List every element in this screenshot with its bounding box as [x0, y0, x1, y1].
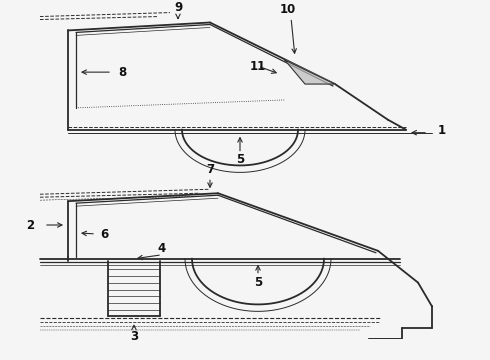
Text: 7: 7 [206, 163, 214, 176]
Text: 1: 1 [438, 124, 446, 137]
Text: 3: 3 [130, 330, 138, 343]
Text: 6: 6 [100, 229, 108, 242]
Polygon shape [285, 60, 335, 84]
Text: 2: 2 [26, 219, 34, 231]
Text: 4: 4 [158, 242, 166, 255]
Text: 5: 5 [254, 276, 262, 289]
Text: 9: 9 [174, 1, 182, 14]
Text: 10: 10 [280, 3, 296, 16]
Text: 8: 8 [118, 66, 126, 78]
Text: 11: 11 [250, 60, 266, 73]
Text: 5: 5 [236, 153, 244, 166]
